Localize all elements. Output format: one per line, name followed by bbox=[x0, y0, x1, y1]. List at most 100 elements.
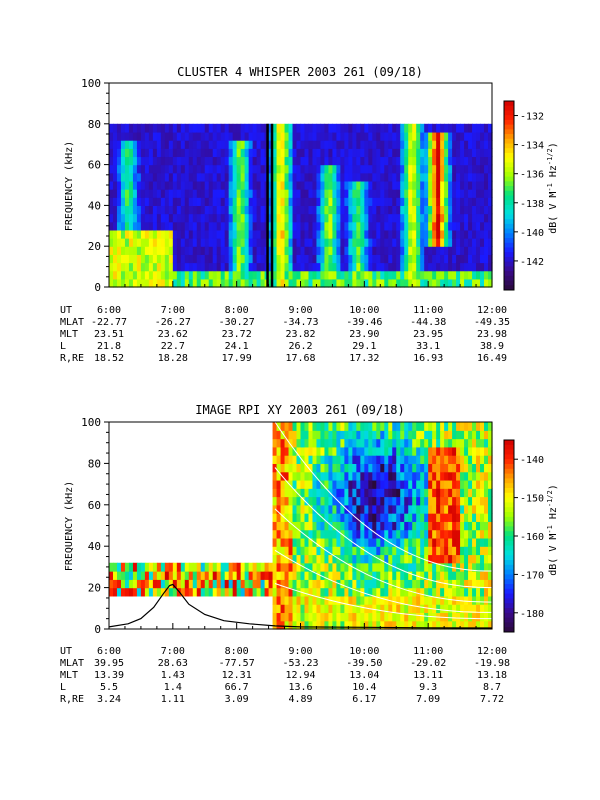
spectrogram-cell bbox=[180, 246, 186, 255]
spectrogram-cell bbox=[372, 504, 377, 514]
spectrogram-cell bbox=[320, 612, 326, 622]
spectrogram-cell bbox=[256, 270, 262, 280]
spectrogram-cell bbox=[280, 197, 286, 206]
spectrogram-cell bbox=[236, 123, 242, 133]
spectrogram-cell bbox=[380, 455, 385, 464]
spectrogram-cell bbox=[456, 587, 461, 597]
spectrogram-cell bbox=[396, 471, 401, 481]
spectrogram-cell bbox=[464, 254, 469, 264]
spectrogram-cell bbox=[284, 471, 290, 481]
y-tick-label: 0 bbox=[94, 623, 101, 636]
spectrogram-cell bbox=[400, 438, 405, 448]
spectrogram-cell bbox=[416, 521, 421, 531]
colorbar: -132-134-136-138-140-142 bbox=[503, 100, 544, 291]
spectrogram-cell bbox=[196, 246, 202, 255]
spectrogram-cell bbox=[344, 156, 349, 166]
spectrogram-cell bbox=[296, 471, 302, 481]
spectrogram-cell bbox=[324, 229, 330, 239]
spectrogram-cell bbox=[448, 140, 453, 149]
spectrogram-cell bbox=[316, 529, 322, 539]
spectrogram-cell bbox=[424, 156, 429, 166]
spectrogram-cell bbox=[428, 164, 433, 174]
spectrogram-cell bbox=[132, 254, 138, 264]
spectrogram-cell bbox=[428, 254, 433, 264]
spectrogram-cell bbox=[472, 546, 477, 556]
spectrogram-cell bbox=[476, 123, 481, 133]
spectrogram-cell bbox=[296, 612, 302, 622]
spectrogram-cell bbox=[336, 172, 341, 182]
spectrogram-cell bbox=[380, 513, 385, 522]
spectrogram-cell bbox=[484, 180, 489, 190]
spectrogram-cell bbox=[280, 189, 286, 198]
colorbar-swatch bbox=[504, 266, 514, 272]
spectrogram-cell bbox=[396, 446, 401, 456]
spectrogram-cell bbox=[484, 270, 489, 280]
spectrogram-cell bbox=[112, 254, 118, 264]
spectrogram-cell bbox=[424, 463, 429, 473]
spectrogram-cell bbox=[208, 571, 214, 580]
spectrogram-cell bbox=[332, 521, 338, 531]
spectrogram-cell bbox=[344, 172, 349, 182]
spectrogram-cell bbox=[416, 504, 421, 514]
spectrogram-cell bbox=[180, 197, 186, 206]
ephemeris-value: 17.99 bbox=[222, 353, 252, 364]
spectrogram-cell bbox=[408, 140, 413, 149]
spectrogram-cell bbox=[464, 430, 469, 440]
spectrogram-cell bbox=[380, 213, 385, 223]
spectrogram-cell bbox=[344, 438, 349, 448]
spectrogram-cell bbox=[300, 546, 306, 556]
spectrogram-cell bbox=[424, 123, 429, 133]
spectrogram-cell bbox=[452, 521, 457, 531]
spectrogram-cell bbox=[436, 270, 441, 280]
spectrogram-cell bbox=[376, 438, 381, 448]
spectrogram-cell bbox=[364, 180, 369, 190]
spectrogram-cell bbox=[320, 156, 326, 166]
spectrogram-cell bbox=[324, 612, 330, 622]
spectrogram-cell bbox=[116, 197, 122, 206]
spectrogram-cell bbox=[448, 579, 453, 589]
spectrogram-cell bbox=[392, 529, 397, 539]
colorbar-swatch bbox=[504, 138, 514, 145]
colorbar-swatch bbox=[504, 167, 514, 173]
spectrogram-cell bbox=[320, 262, 326, 272]
spectrogram-cell bbox=[280, 521, 286, 531]
spectrogram-cell bbox=[480, 262, 485, 272]
spectrogram-cell bbox=[232, 238, 238, 247]
spectrogram-cell bbox=[352, 562, 357, 572]
spectrogram-cell bbox=[484, 221, 489, 231]
spectrogram-cell bbox=[304, 471, 310, 481]
spectrogram-cell bbox=[408, 254, 413, 264]
spectrogram-cell bbox=[168, 221, 174, 231]
spectrogram-cell bbox=[112, 238, 118, 247]
spectrogram-cell bbox=[456, 612, 461, 622]
spectrogram-cell bbox=[232, 205, 238, 215]
spectrogram-cell bbox=[328, 140, 334, 149]
spectrogram-cell bbox=[276, 488, 282, 498]
spectrogram-cell bbox=[488, 446, 493, 456]
spectrogram-cell bbox=[292, 463, 298, 473]
colorbar-swatch bbox=[504, 627, 514, 633]
spectrogram-cell bbox=[464, 562, 469, 572]
spectrogram-cell bbox=[212, 140, 218, 149]
spectrogram-cell bbox=[392, 197, 397, 206]
spectrogram-cell bbox=[364, 529, 369, 539]
colorbar-swatch bbox=[504, 190, 514, 196]
spectrogram-cell bbox=[420, 562, 425, 572]
spectrogram-cell bbox=[328, 446, 334, 456]
model-curve bbox=[274, 467, 493, 589]
spectrogram-cell bbox=[404, 620, 409, 630]
spectrogram-cell bbox=[312, 513, 318, 522]
spectrogram-cell bbox=[448, 262, 453, 272]
spectrogram-cell bbox=[440, 131, 445, 141]
spectrogram-cell bbox=[172, 270, 178, 280]
spectrogram-cell bbox=[440, 278, 445, 288]
spectrogram-cell bbox=[408, 537, 413, 547]
spectrogram-cell bbox=[272, 455, 278, 464]
spectrogram-cell bbox=[220, 221, 226, 231]
spectrogram-cell bbox=[424, 221, 429, 231]
spectrogram-cell bbox=[200, 197, 206, 206]
spectrogram-cell bbox=[272, 131, 278, 141]
spectrogram-cell bbox=[300, 213, 306, 223]
spectrogram-cell bbox=[432, 546, 437, 556]
